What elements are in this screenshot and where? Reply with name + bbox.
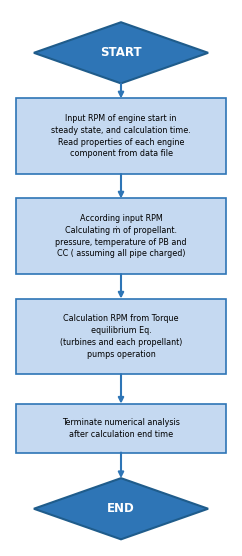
Text: Input RPM of engine start in
steady state, and calculation time.
Read properties: Input RPM of engine start in steady stat…: [51, 114, 191, 158]
FancyBboxPatch shape: [16, 299, 226, 374]
Text: START: START: [100, 46, 142, 59]
Text: Terminate numerical analysis
after calculation end time: Terminate numerical analysis after calcu…: [62, 418, 180, 439]
Polygon shape: [34, 478, 208, 539]
FancyBboxPatch shape: [16, 404, 226, 453]
Polygon shape: [34, 22, 208, 83]
FancyBboxPatch shape: [16, 98, 226, 174]
Text: END: END: [107, 502, 135, 515]
FancyBboxPatch shape: [16, 198, 226, 274]
Text: Calculation RPM from Torque
equilibrium Eq.
(turbines and each propellant)
pumps: Calculation RPM from Torque equilibrium …: [60, 314, 182, 359]
Text: According input RPM
Calculating ṁ of propellant.
pressure, temperature of PB and: According input RPM Calculating ṁ of pro…: [55, 214, 187, 259]
